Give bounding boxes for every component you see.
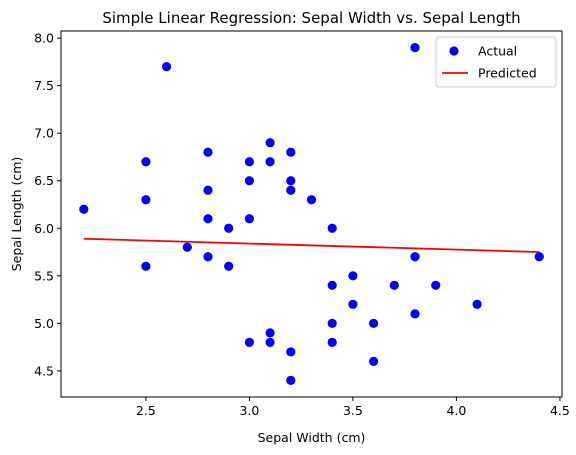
actual-point (265, 157, 275, 167)
y-tick-label: 6.5 (34, 173, 54, 188)
x-tick-label: 4.0 (446, 403, 466, 418)
actual-point (224, 261, 234, 271)
actual-point (203, 147, 213, 157)
actual-point (141, 157, 151, 167)
actual-point (286, 375, 296, 385)
y-tick-label: 5.0 (34, 316, 54, 331)
actual-point (161, 62, 172, 72)
x-tick-label: 3.5 (343, 403, 363, 418)
actual-point (244, 214, 254, 224)
y-tick-label: 4.5 (34, 363, 54, 378)
y-tick-label: 7.0 (34, 126, 54, 141)
actual-point (369, 318, 379, 328)
y-tick-label: 6.0 (34, 221, 54, 236)
actual-point (141, 261, 151, 271)
predicted-line (83, 237, 540, 253)
y-tick-label: 8.0 (34, 31, 54, 46)
actual-point (244, 337, 254, 347)
legend: Actual Predicted (435, 36, 557, 88)
actual-point (265, 337, 275, 347)
actual-point (306, 195, 317, 205)
actual-point (389, 280, 399, 290)
actual-point (203, 185, 213, 195)
legend-marker-actual (449, 46, 459, 56)
actual-point (327, 223, 337, 233)
actual-point (369, 356, 379, 366)
actual-point (203, 252, 213, 262)
actual-point (203, 214, 213, 224)
actual-point (286, 347, 296, 357)
actual-point (182, 242, 192, 252)
actual-point (348, 299, 358, 309)
chart-title: Simple Linear Regression: Sepal Width vs… (102, 9, 520, 27)
actual-point (348, 271, 358, 281)
actual-point (410, 252, 420, 262)
actual-point (265, 138, 275, 148)
actual-point (265, 328, 275, 338)
actual-point (244, 157, 254, 167)
x-axis-ticks: 2.5 3.0 3.5 4.0 4.5 (136, 397, 570, 418)
y-tick-label: 5.5 (34, 268, 54, 283)
y-tick-label: 7.5 (34, 78, 54, 93)
x-tick-label: 3.0 (239, 403, 259, 418)
actual-point (224, 223, 234, 233)
actual-point (327, 280, 337, 290)
actual-point (286, 185, 296, 195)
actual-point (431, 280, 441, 290)
actual-point (327, 337, 337, 347)
plot-area (79, 43, 544, 385)
actual-point (327, 318, 337, 328)
actual-point (286, 147, 296, 157)
y-axis-ticks: 4.5 5.0 5.5 6.0 6.5 7.0 7.5 8.0 (34, 31, 61, 378)
actual-point (141, 195, 151, 205)
actual-point (534, 252, 544, 262)
actual-point (410, 43, 420, 53)
x-tick-label: 2.5 (136, 403, 156, 418)
actual-point (410, 309, 420, 319)
x-tick-label: 4.5 (550, 403, 570, 418)
actual-point (286, 176, 296, 186)
plot-frame (60, 30, 563, 398)
legend-box (435, 36, 557, 88)
x-axis-label: Sepal Width (cm) (258, 430, 366, 445)
actual-point (79, 204, 89, 214)
actual-point (244, 176, 254, 186)
actual-point (472, 299, 482, 309)
y-axis-label: Sepal Length (cm) (9, 157, 24, 272)
legend-label: Predicted (478, 66, 537, 81)
legend-label: Actual (478, 44, 517, 59)
